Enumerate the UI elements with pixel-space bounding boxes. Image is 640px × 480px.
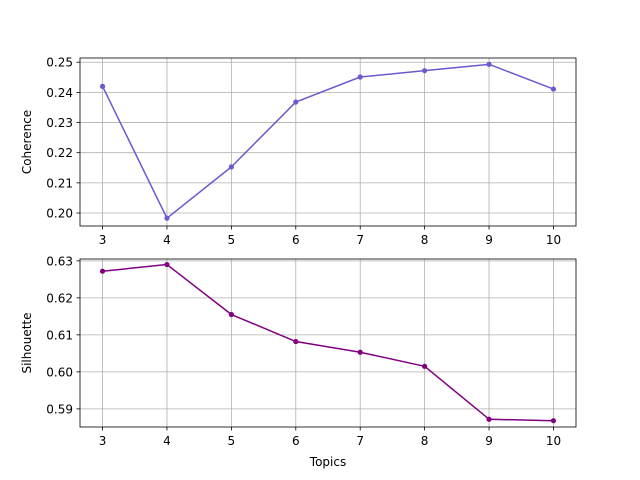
x-tick-label: 8 [421,233,429,247]
data-point [550,86,557,92]
x-tick-label: 4 [163,434,171,448]
series-line [101,63,554,219]
data-point [486,416,492,422]
y-tick-label: 0.22 [46,146,73,160]
data-point [422,68,428,74]
data-point [293,338,299,345]
data-point [164,215,170,221]
axes-frame [79,57,577,227]
y-axis-label: Coherence [20,110,34,174]
x-axis-label: Topics [309,455,346,469]
x-tick-label: 10 [546,434,561,448]
data-point [164,261,170,268]
data-point [357,349,363,355]
x-tick-label: 9 [485,233,493,247]
y-tick-label: 0.20 [46,207,73,221]
data-point [357,74,363,80]
x-tick-label: 6 [292,434,300,448]
data-point [228,311,234,318]
silhouette-panel: 3 4 5 6 7 8 9 10 0.59 0.60 0.61 0.62 0.63 Silhouette T… [20,254,577,469]
data-point [550,418,557,424]
y-axis-label: Silhouette [20,312,34,373]
x-tick-label: 7 [356,434,364,448]
data-point [228,164,234,170]
y-tick-label: 0.25 [46,56,73,70]
data-point [293,99,299,105]
series-line [102,263,554,422]
data-point [486,61,492,67]
y-tick-label: 0.63 [46,254,73,268]
x-tick-label: 6 [292,233,300,247]
y-tick-label: 0.24 [46,86,73,100]
coherence-panel: 3 4 5 6 7 8 9 10 0.20 0.21 0.22 0.23 0.24 0.25 Coheren… [20,56,577,247]
x-tick-label: 4 [163,233,171,247]
y-tick-label: 0.61 [46,328,73,342]
x-tick-label: 5 [228,434,236,448]
y-tick-label: 0.21 [46,176,73,190]
data-point [99,83,106,89]
x-tick-label: 3 [99,434,107,448]
x-tick-label: 7 [356,233,364,247]
y-tick-label: 0.59 [46,402,73,416]
x-tick-label: 10 [546,233,561,247]
y-tick-label: 0.23 [46,116,73,130]
y-tick-label: 0.62 [46,291,73,305]
axes-frame [79,258,577,428]
y-tick-label: 0.60 [46,365,73,379]
x-tick-label: 9 [485,434,493,448]
data-point [422,363,428,369]
x-tick-label: 3 [99,233,107,247]
x-tick-label: 8 [421,434,429,448]
data-point [99,268,106,274]
x-tick-label: 5 [228,233,236,247]
